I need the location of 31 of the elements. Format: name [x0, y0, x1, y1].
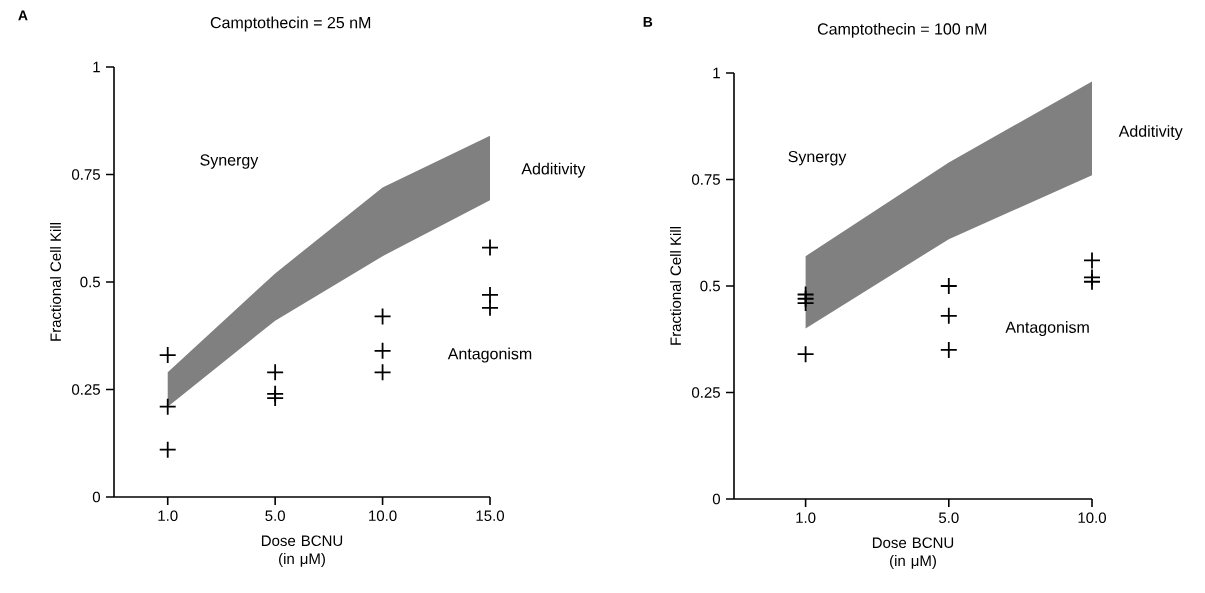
x-tick-label: 10.0 — [369, 510, 397, 522]
y-axis-title: Fractional Cell Kill — [50, 223, 62, 341]
y-tick-label: 0.75 — [692, 174, 720, 185]
x-axis-title: Dose BCNU (in μM) — [261, 535, 343, 567]
text: Additivity — [1118, 125, 1183, 141]
text: Additivity — [521, 162, 586, 178]
chart-title: A — [18, 10, 28, 21]
y-tick-label: 0.75 — [72, 169, 100, 180]
x-tick-label: 1.0 — [796, 512, 816, 524]
annotation: Synergy — [788, 150, 847, 166]
x-axis-title: Dose BCNU (in μM) — [872, 537, 954, 569]
y-axis-title: Fractional Cell Kill — [670, 227, 682, 345]
y-tick-label: 0.5 — [700, 280, 720, 292]
x-tick-label: 1.0 — [158, 510, 178, 522]
y-tick-label: 0.25 — [692, 387, 720, 398]
annotation: Synergy — [200, 154, 259, 169]
chart-subtitle: Camptothecin = 25 nM — [210, 16, 371, 32]
y-tick-label: 1 — [93, 61, 100, 73]
y-tick-label: 0 — [92, 491, 101, 503]
annotation: Antagonism — [447, 347, 532, 363]
y-tick-label: 1 — [713, 67, 720, 79]
x-tick-label: 5.0 — [265, 510, 285, 522]
chart-subtitle: Camptothecin = 100 nM — [817, 22, 987, 38]
y-tick-label: 0.25 — [72, 384, 100, 395]
annotation: Antagonism — [1005, 321, 1089, 337]
y-tick-label: 0.5 — [80, 276, 100, 288]
y-tick-label: 0 — [712, 493, 721, 505]
x-tick-label: 5.0 — [938, 512, 959, 524]
x-tick-label: 15.0 — [476, 510, 504, 522]
chart-title: B — [643, 17, 653, 27]
x-tick-label: 10.0 — [1078, 512, 1106, 524]
